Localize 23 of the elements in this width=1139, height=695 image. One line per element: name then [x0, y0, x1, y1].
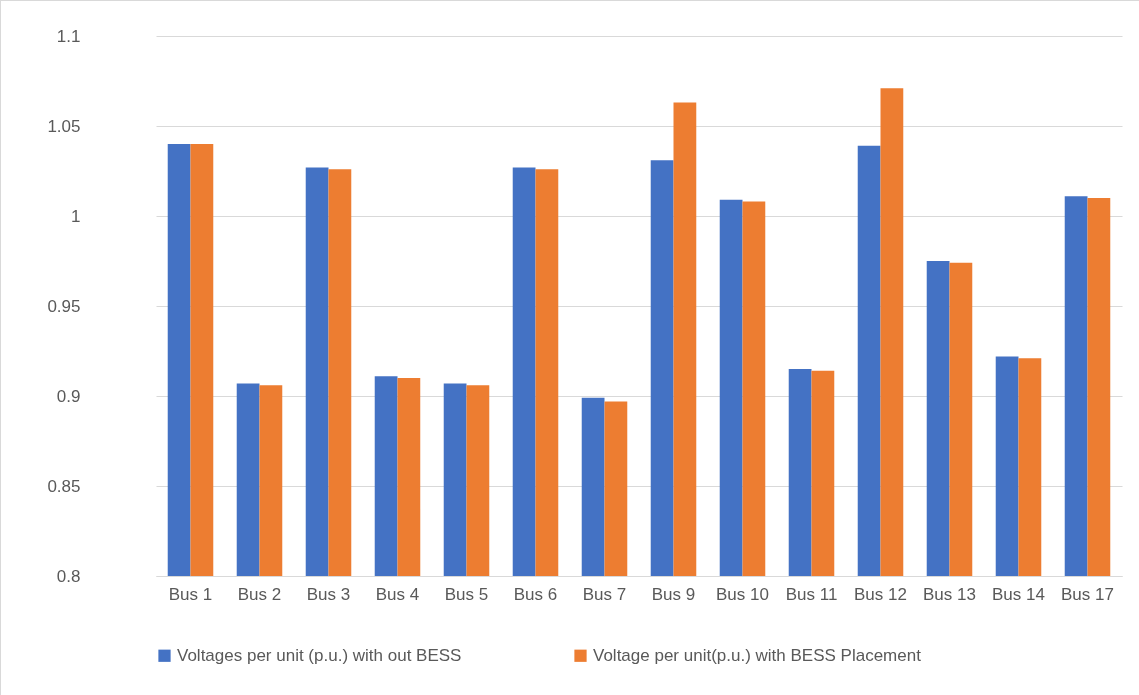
x-tick-label: Bus 4: [375, 584, 420, 604]
x-tick-label: Bus 11: [785, 584, 838, 604]
x-tick-label: Bus 12: [854, 584, 907, 604]
y-tick-label: 1.05: [47, 116, 81, 136]
x-tick-label: Bus 7: [582, 584, 627, 604]
y-tick-label: 1: [71, 206, 81, 226]
x-tick-label: Bus 17: [1061, 584, 1114, 604]
x-tick-label: Bus 14: [992, 584, 1045, 604]
y-tick-label: 0.95: [47, 296, 81, 316]
x-tick-label: Bus 13: [923, 584, 976, 604]
legend-label: Voltage per unit(p.u.) with BESS Placement: [593, 645, 922, 665]
y-tick-label: 0.9: [56, 386, 81, 406]
y-tick-label: 0.85: [47, 476, 81, 496]
x-tick-label: Bus 5: [444, 584, 489, 604]
x-tick-label: Bus 9: [651, 584, 696, 604]
x-tick-label: Bus 3: [306, 584, 351, 604]
legend-label: Voltages per unit (p.u.) with out BESS: [177, 645, 462, 665]
y-tick-label: 0.8: [56, 566, 81, 586]
x-tick-label: Bus 1: [168, 584, 213, 604]
y-tick-label: 1.1: [56, 26, 81, 46]
x-tick-label: Bus 10: [716, 584, 769, 604]
x-tick-label: Bus 6: [513, 584, 558, 604]
x-tick-label: Bus 2: [237, 584, 282, 604]
